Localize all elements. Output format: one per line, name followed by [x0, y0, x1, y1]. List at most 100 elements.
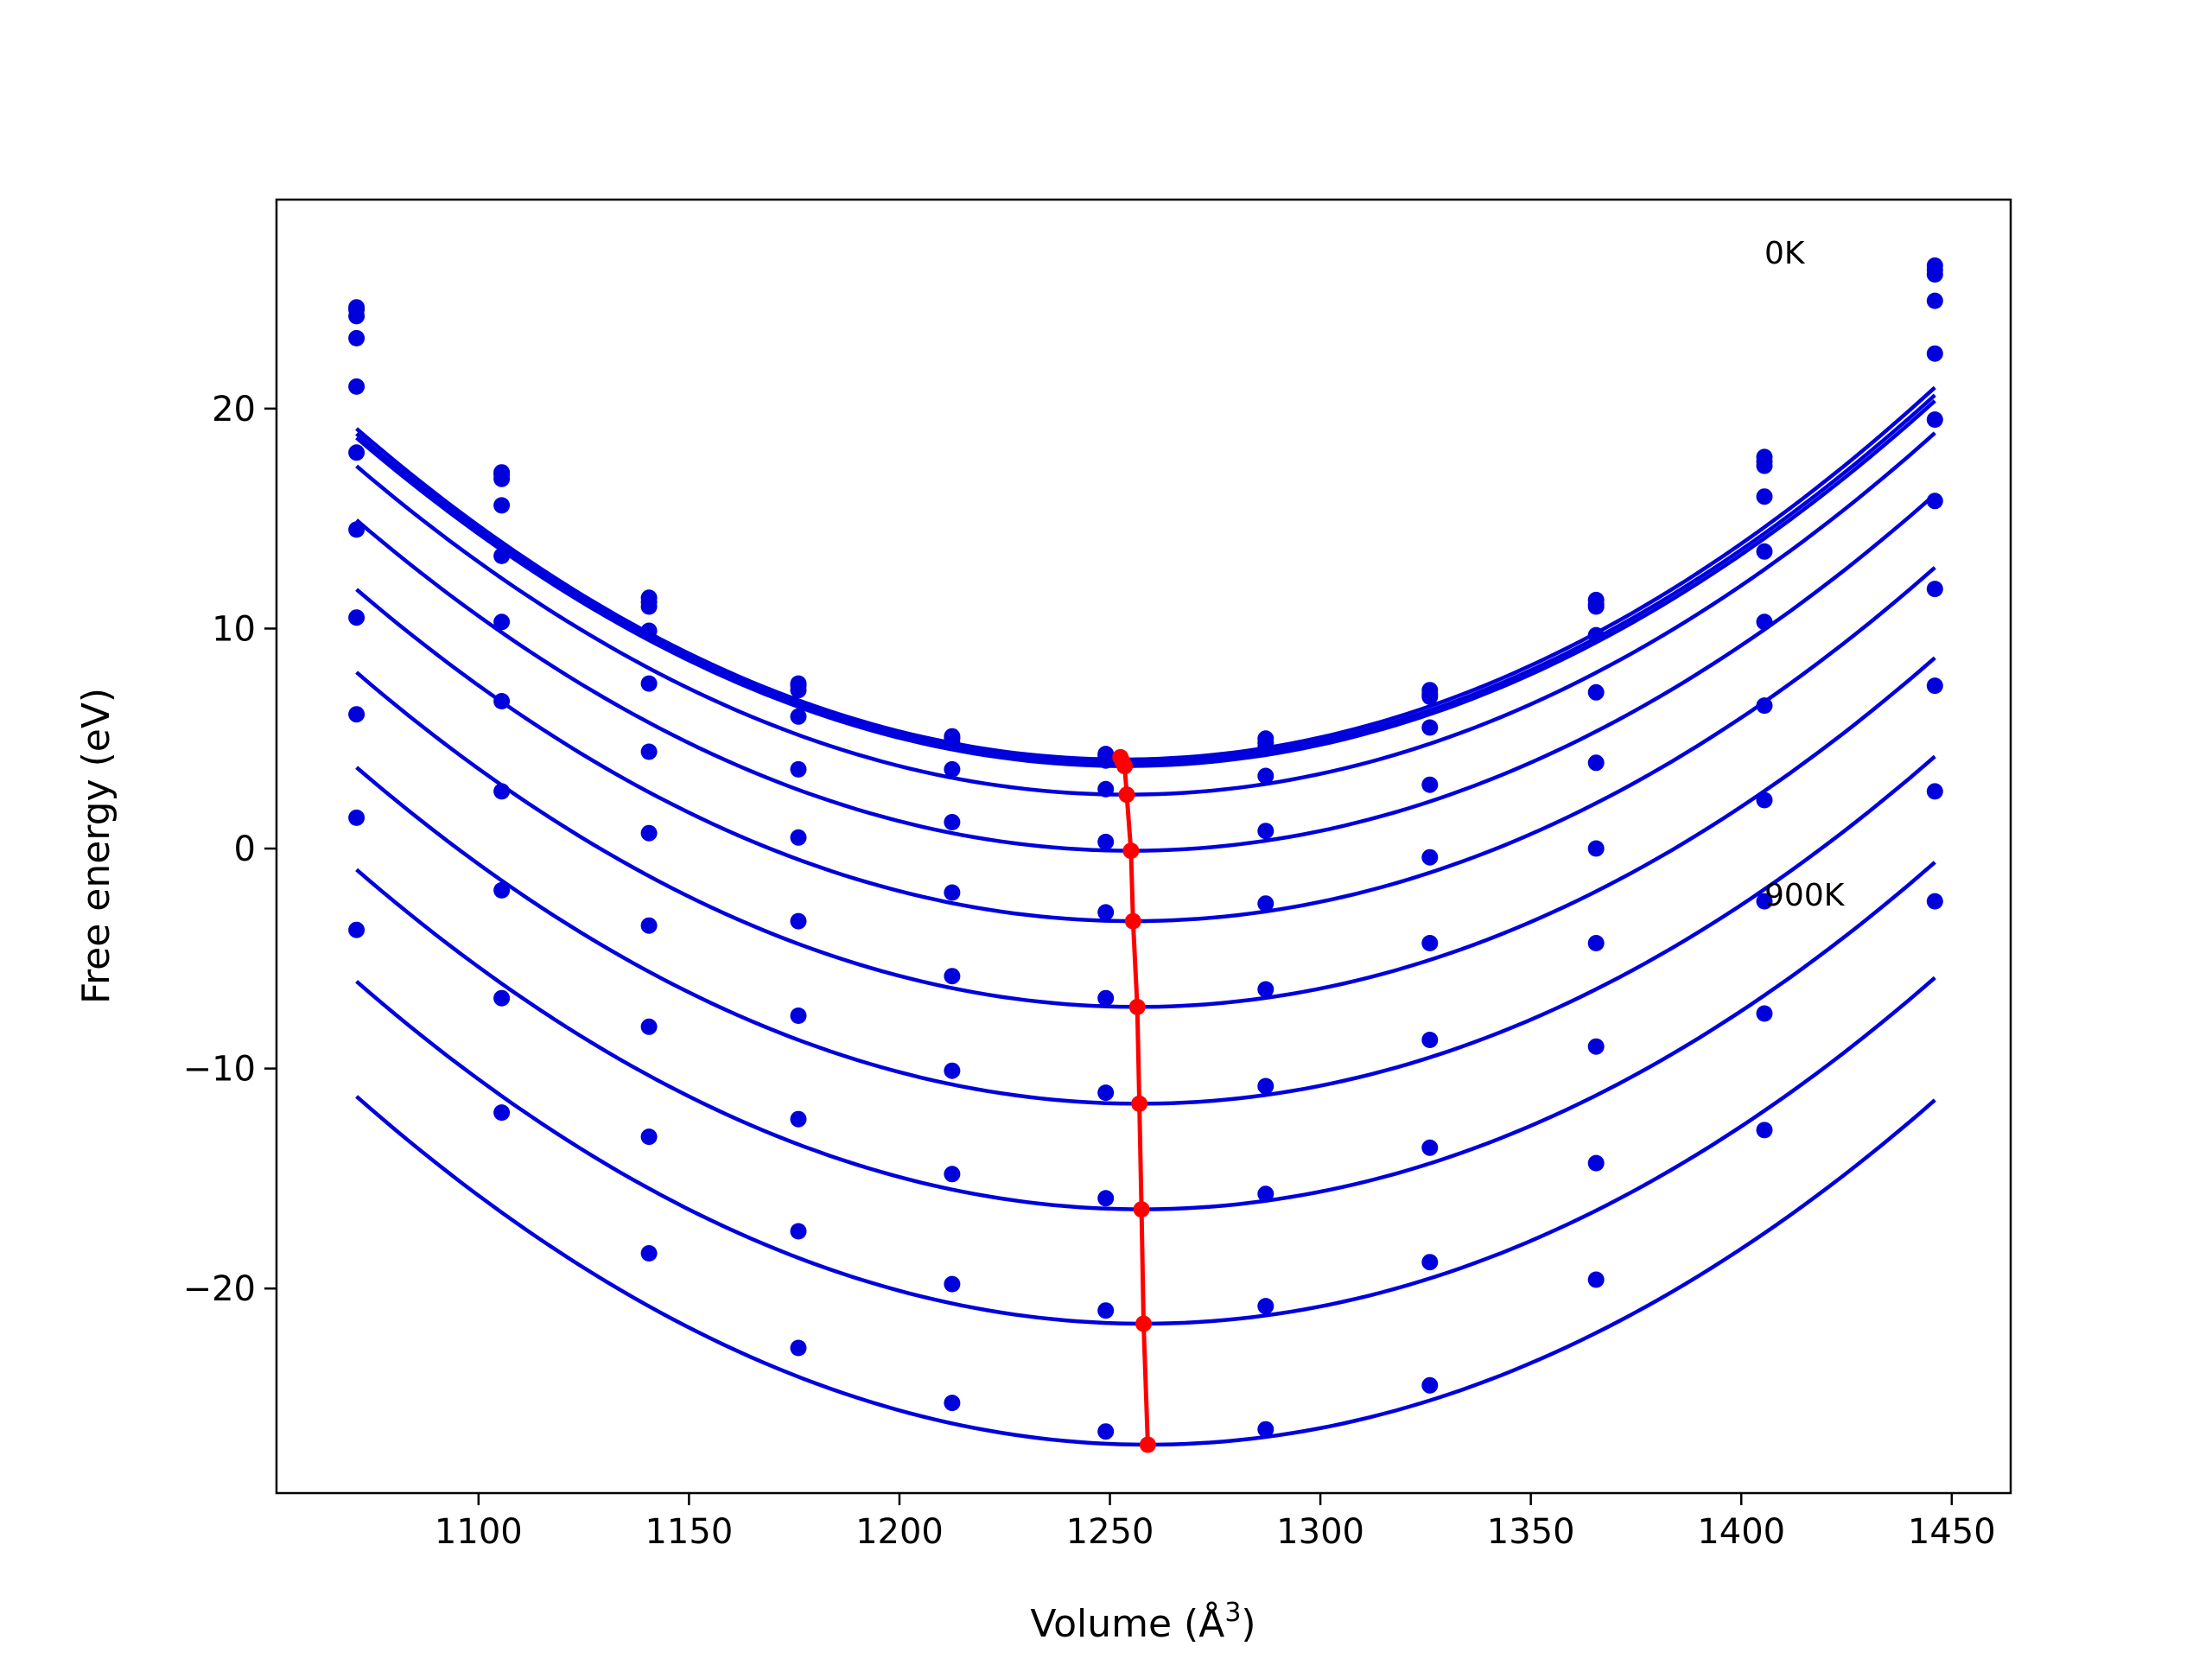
data-point [1587, 1271, 1605, 1288]
data-point [1097, 752, 1115, 769]
data-point [1926, 292, 1943, 309]
data-point [640, 1018, 658, 1035]
data-point [348, 921, 365, 938]
x-tick-label: 1450 [1908, 1512, 1996, 1552]
data-point [944, 734, 961, 752]
x-axis-label-superscript: 3 [1224, 1598, 1241, 1628]
data-point [1756, 1005, 1773, 1022]
plot-frame [275, 198, 2012, 1495]
x-axis-label: Volume (Å3) [1030, 1598, 1255, 1646]
data-point [1097, 989, 1115, 1007]
data-point [944, 1062, 961, 1079]
data-point [1421, 1139, 1439, 1156]
data-point [1097, 833, 1115, 850]
data-point [1257, 981, 1274, 998]
x-tick-label: 1150 [645, 1512, 733, 1552]
data-point [640, 743, 658, 760]
x-tick-label: 1200 [855, 1512, 944, 1552]
y-tick-label: 0 [234, 830, 256, 869]
data-point [790, 1339, 807, 1357]
data-point [493, 547, 511, 564]
data-point [944, 1275, 961, 1293]
data-point [348, 609, 365, 626]
data-point [1097, 1423, 1115, 1440]
data-point [1756, 697, 1773, 715]
data-point [348, 444, 365, 461]
fit-curve-4 [355, 493, 1936, 853]
data-point [790, 1223, 807, 1240]
minimum-point [1116, 758, 1134, 775]
y-axis-ticks: −20 −10 0 10 20 [183, 390, 276, 1309]
annotation-label: 0K [1764, 236, 1806, 271]
data-point [1926, 677, 1943, 695]
data-point [1421, 776, 1439, 793]
data-point [1926, 581, 1943, 598]
fit-curve-5 [355, 566, 1936, 924]
minimum-point [1131, 1095, 1148, 1112]
data-point [493, 693, 511, 709]
data-point [640, 824, 658, 842]
data-point [640, 598, 658, 615]
data-point [790, 708, 807, 725]
data-point [348, 706, 365, 723]
minimum-point [1139, 1436, 1156, 1453]
x-tick-label: 1100 [435, 1512, 523, 1552]
data-point [493, 470, 511, 487]
data-point [493, 1104, 511, 1122]
data-point [944, 760, 961, 778]
data-point [944, 1395, 961, 1412]
minima-line [1112, 748, 1156, 1453]
data-point [1926, 266, 1943, 283]
data-point [1421, 1032, 1439, 1048]
data-point [1097, 780, 1115, 798]
data-point [1926, 493, 1943, 510]
data-point [1926, 893, 1943, 910]
x-tick-label: 1250 [1066, 1512, 1154, 1552]
data-point [790, 682, 807, 699]
x-tick-label: 1350 [1487, 1512, 1575, 1552]
y-tick-label: 20 [212, 390, 256, 429]
fit-curve-1 [355, 393, 1936, 765]
data-point [944, 884, 961, 901]
data-point [1097, 1190, 1115, 1207]
data-point [1421, 849, 1439, 866]
y-tick-label: −20 [183, 1269, 256, 1309]
data-point [640, 917, 658, 934]
data-point [493, 783, 511, 800]
data-point [1257, 895, 1274, 912]
data-point [1587, 1038, 1605, 1055]
data-point [1756, 613, 1773, 631]
data-point [1257, 1185, 1274, 1203]
minimum-point [1122, 842, 1140, 860]
data-point [790, 1007, 807, 1024]
data-point [1926, 783, 1943, 800]
minimum-point [1135, 1315, 1152, 1332]
data-point [348, 809, 365, 826]
data-point [1097, 904, 1115, 921]
data-point [1756, 893, 1773, 910]
data-point [1587, 935, 1605, 951]
data-point [944, 1166, 961, 1183]
minimum-point [1124, 912, 1141, 930]
y-tick-label: 10 [212, 609, 256, 649]
data-point [1257, 739, 1274, 756]
minimum-point [1128, 998, 1146, 1015]
data-point [1756, 457, 1773, 474]
x-tick-label: 1300 [1276, 1512, 1364, 1552]
data-point [790, 912, 807, 930]
data-point [1421, 935, 1439, 951]
data-point [493, 613, 511, 631]
data-point [1587, 683, 1605, 701]
data-point [1587, 1154, 1605, 1172]
x-axis-ticks: 1100 1150 1200 1250 1300 1350 1400 1450 [435, 1493, 1996, 1552]
minimum-point [1133, 1201, 1150, 1218]
y-tick-label: −10 [183, 1050, 256, 1090]
fit-curve-2 [355, 399, 1936, 768]
data-point [493, 881, 511, 899]
data-point [1587, 754, 1605, 772]
data-point [790, 829, 807, 846]
minimum-point [1118, 786, 1135, 804]
data-point [790, 760, 807, 778]
data-point [640, 622, 658, 639]
